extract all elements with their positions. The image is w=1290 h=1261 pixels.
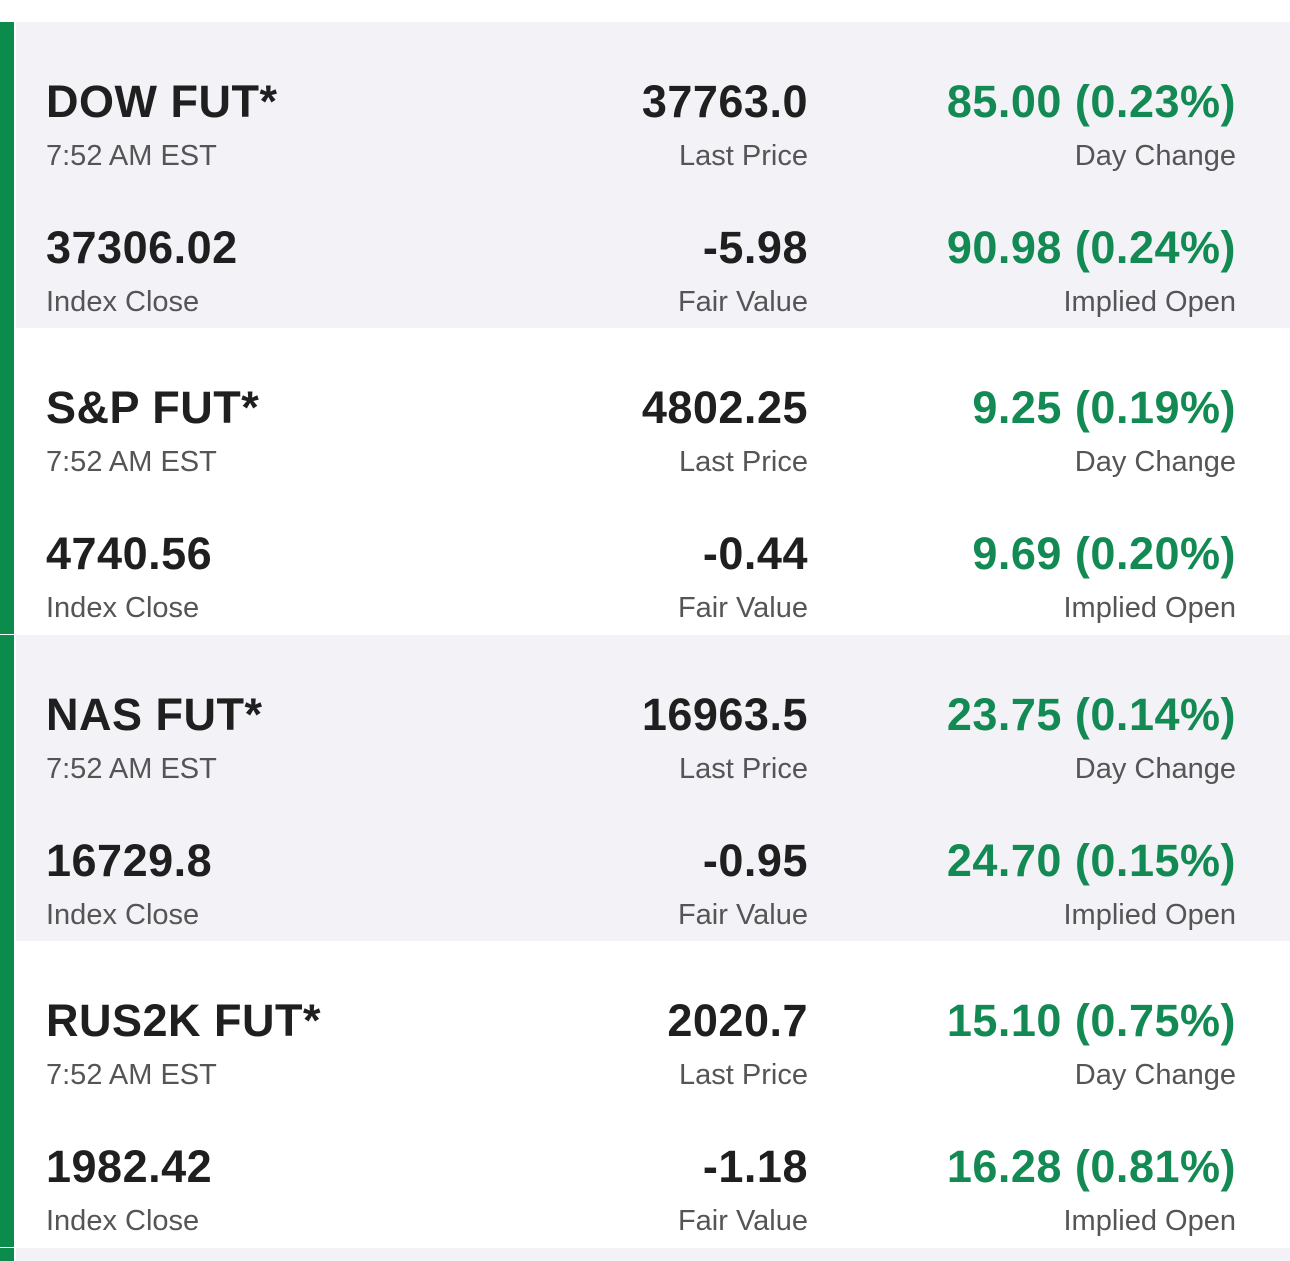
futures-name: RUS2K FUT* [46,995,322,1046]
index-close-value: 4740.56 [46,528,213,579]
last-price-value: 4802.25 [641,382,808,433]
implied-open-value: 16.28 (0.81%) [946,1141,1236,1192]
fair-value-label: Fair Value [677,899,808,931]
fair-value-value: -5.98 [702,222,808,273]
timestamp: 7:52 AM EST [46,1059,217,1091]
accent-bar [0,22,14,328]
implied-open-value: 9.69 (0.20%) [972,528,1236,579]
implied-open-label: Implied Open [1063,592,1237,624]
day-change-label: Day Change [1074,446,1236,478]
card-background [16,328,1290,634]
implied-open-value: 24.70 (0.15%) [946,835,1236,886]
accent-bar [0,328,14,634]
futures-card-nas[interactable]: NAS FUT* 7:52 AM EST 16963.5 Last Price … [0,635,1290,941]
last-price-label: Last Price [679,1059,808,1091]
card-background [16,941,1290,1247]
last-price-label: Last Price [679,446,808,478]
futures-name: NAS FUT* [46,689,263,740]
index-close-label: Index Close [46,899,200,931]
day-change-value: 85.00 (0.23%) [946,76,1236,127]
futures-card-rus2k[interactable]: RUS2K FUT* 7:52 AM EST 2020.7 Last Price… [0,941,1290,1247]
index-close-label: Index Close [46,1205,200,1237]
fair-value-value: -0.44 [702,528,808,579]
index-close-label: Index Close [46,286,200,318]
card-background [16,22,1290,328]
last-price-label: Last Price [679,753,808,785]
fair-value-label: Fair Value [677,1205,808,1237]
futures-name: DOW FUT* [46,76,278,127]
fair-value-label: Fair Value [677,592,808,624]
day-change-value: 15.10 (0.75%) [946,995,1236,1046]
timestamp: 7:52 AM EST [46,446,217,478]
last-price-value: 16963.5 [641,689,808,740]
futures-card-sp[interactable]: S&P FUT* 7:52 AM EST 4802.25 Last Price … [0,328,1290,634]
accent-bar [0,635,14,941]
index-close-value: 1982.42 [46,1141,213,1192]
implied-open-value: 90.98 (0.24%) [946,222,1236,273]
last-price-label: Last Price [679,140,808,172]
fair-value-value: -0.95 [702,835,808,886]
index-close-value: 37306.02 [46,222,238,273]
timestamp: 7:52 AM EST [46,753,217,785]
futures-name: S&P FUT* [46,382,260,433]
last-price-value: 37763.0 [641,76,808,127]
day-change-label: Day Change [1074,1059,1236,1091]
card-background [16,635,1290,941]
next-card-accent-bar [0,1248,14,1261]
day-change-label: Day Change [1074,753,1236,785]
fair-value-value: -1.18 [702,1141,808,1192]
accent-bar [0,941,14,1247]
fair-value-label: Fair Value [677,286,808,318]
timestamp: 7:52 AM EST [46,140,217,172]
implied-open-label: Implied Open [1063,1205,1237,1237]
futures-card-dow[interactable]: DOW FUT* 7:52 AM EST 37763.0 Last Price … [0,22,1290,328]
day-change-value: 9.25 (0.19%) [972,382,1236,433]
implied-open-label: Implied Open [1063,286,1237,318]
next-card-background [16,1248,1290,1261]
implied-open-label: Implied Open [1063,899,1237,931]
index-close-value: 16729.8 [46,835,213,886]
day-change-label: Day Change [1074,140,1236,172]
day-change-value: 23.75 (0.14%) [946,689,1236,740]
last-price-value: 2020.7 [667,995,808,1046]
index-close-label: Index Close [46,592,200,624]
